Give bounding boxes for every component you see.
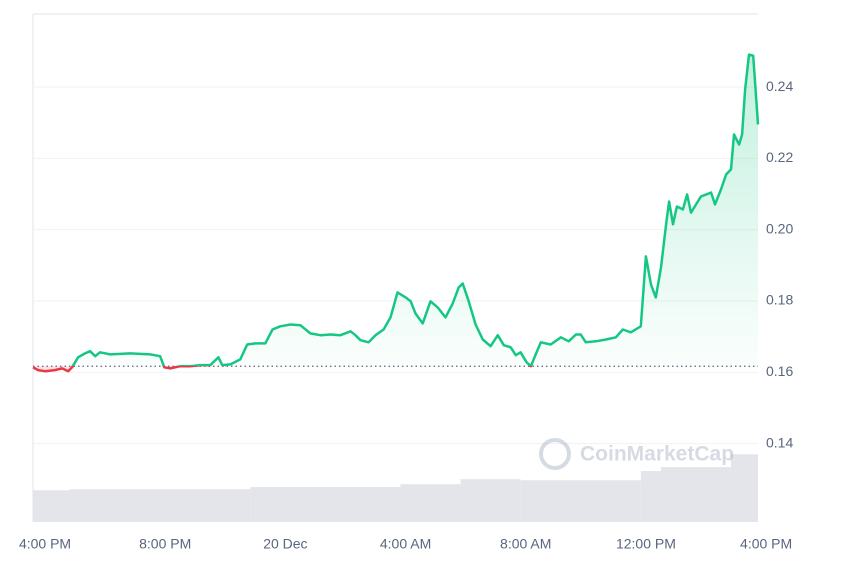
x-tick-label: 4:00 AM — [380, 536, 431, 552]
watermark-logo — [539, 438, 571, 470]
x-tick-label: 8:00 AM — [500, 536, 551, 552]
volume-bar — [520, 480, 641, 522]
volume-bar — [69, 489, 251, 522]
price-area — [33, 54, 758, 372]
watermark: CoinMarketCap — [539, 438, 734, 470]
volume-bar — [730, 454, 758, 522]
y-tick-label: 0.24 — [766, 78, 793, 94]
volume-bar — [460, 479, 521, 522]
y-tick-label: 0.16 — [766, 363, 793, 379]
x-tick-label: 8:00 PM — [139, 536, 191, 552]
watermark-text: CoinMarketCap — [580, 443, 734, 466]
volume-bar — [660, 467, 731, 522]
price-line — [32, 53, 760, 373]
y-tick-label: 0.14 — [766, 434, 793, 450]
y-tick-label: 0.22 — [766, 149, 793, 165]
x-tick-label: 20 Dec — [263, 536, 307, 552]
x-tick-label: 4:00 PM — [740, 536, 792, 552]
y-tick-label: 0.18 — [766, 292, 793, 308]
volume-bar — [33, 490, 70, 522]
volume-bar — [250, 487, 401, 522]
volume-bar — [400, 484, 461, 522]
x-tick-label: 12:00 PM — [616, 536, 676, 552]
volume-bar — [640, 471, 661, 522]
y-tick-label: 0.20 — [766, 220, 793, 236]
x-tick-label: 4:00 PM — [19, 536, 71, 552]
